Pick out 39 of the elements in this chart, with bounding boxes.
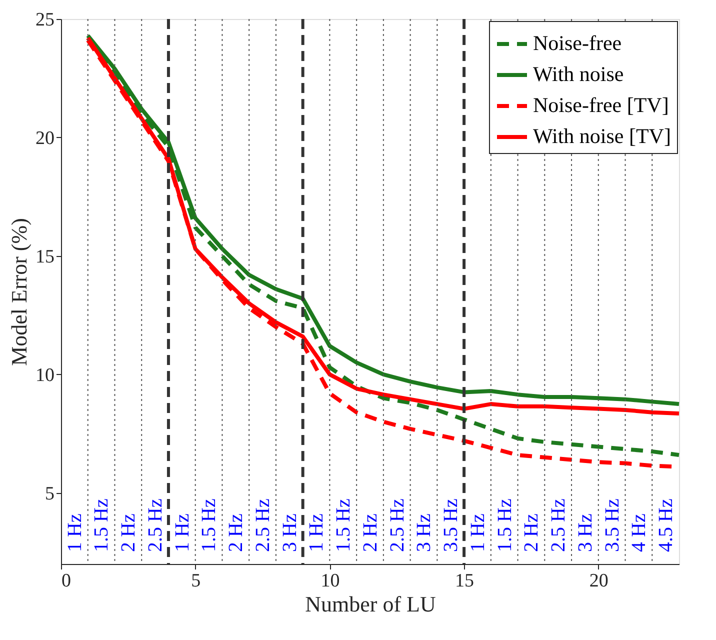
annotation: 2 Hz [118,514,140,552]
x-tick-label: 20 [589,570,608,592]
legend-label: With noise [533,62,624,86]
annotation: 1.5 Hz [494,498,516,552]
annotation: 3 Hz [278,514,301,552]
y-tick-label: 5 [45,483,54,504]
legend-label: With noise [TV] [533,124,671,148]
annotation: 1.5 Hz [198,498,220,552]
annotation: 2 Hz [359,514,382,552]
annotation: 2 Hz [520,514,543,552]
annotation: 1 Hz [466,514,489,552]
legend-label: Noise-free [533,31,622,55]
y-tick-label: 15 [36,246,54,268]
annotation: 1 Hz [306,514,328,552]
y-tick-label: 25 [36,10,54,30]
legend-label: Noise-free [TV] [533,93,669,117]
annotation: 1.5 Hz [90,498,113,552]
x-tick-label: 0 [62,570,71,592]
annotation: 3.5 Hz [440,498,462,552]
annotation: 2.5 Hz [548,498,570,552]
annotation: 4 Hz [628,514,650,552]
x-tick-label: 15 [455,570,474,592]
annotation: 4.5 Hz [655,498,677,552]
annotation: 3.5 Hz [601,498,624,552]
y-tick-label: 10 [36,364,54,386]
annotation: 2 Hz [225,514,248,552]
y-axis-title: Model Error (%) [6,218,32,366]
annotation: 1.5 Hz [332,498,355,552]
annotation: 3 Hz [574,514,596,552]
x-axis-title: Number of LU [305,592,436,616]
annotation: 2.5 Hz [252,498,274,552]
y-tick-label: 20 [36,128,54,149]
annotation: 3 Hz [413,514,436,552]
x-tick-label: 5 [191,570,201,592]
annotation: 2.5 Hz [144,498,166,552]
annotation: 1 Hz [64,514,86,552]
annotation: 2.5 Hz [386,498,408,552]
annotation: 1 Hz [171,514,194,552]
x-tick-label: 10 [320,570,340,592]
